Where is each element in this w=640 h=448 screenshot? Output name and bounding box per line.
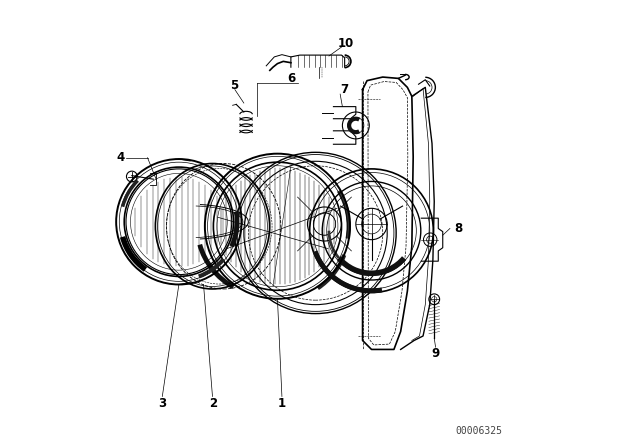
Text: 10: 10 [338, 37, 354, 50]
Text: 7: 7 [340, 83, 349, 96]
Text: 6: 6 [287, 72, 295, 85]
Text: 8: 8 [454, 222, 463, 235]
Text: 1: 1 [278, 396, 286, 410]
Text: 5: 5 [230, 78, 238, 92]
Text: 9: 9 [431, 347, 440, 361]
Text: 4: 4 [116, 151, 125, 164]
Text: 00006325: 00006325 [456, 426, 502, 436]
Text: 2: 2 [209, 396, 218, 410]
Text: 3: 3 [158, 396, 166, 410]
